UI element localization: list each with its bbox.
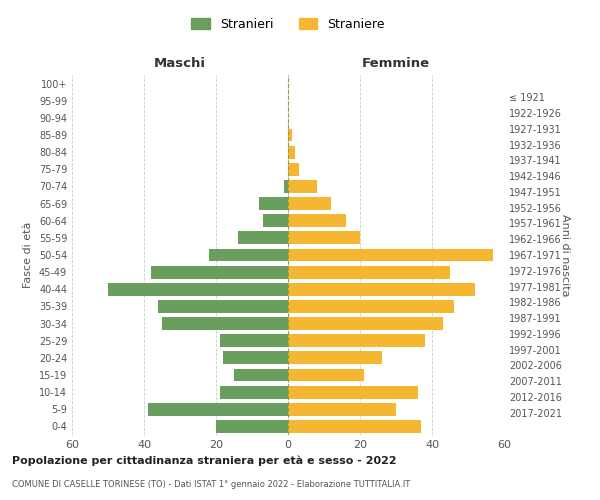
Bar (151, 266, 288, 278)
Legend: Stranieri, Straniere: Stranieri, Straniere (185, 11, 391, 37)
Text: Popolazione per cittadinanza straniera per età e sesso - 2022: Popolazione per cittadinanza straniera p… (12, 455, 397, 466)
Text: Maschi: Maschi (154, 57, 206, 70)
Bar (259, 197, 288, 210)
Bar (220, 386, 288, 398)
Bar (288, 317, 443, 330)
Bar (288, 163, 299, 175)
Bar (216, 420, 288, 433)
Bar (288, 180, 317, 193)
Bar (288, 420, 421, 433)
Bar (288, 248, 493, 262)
Bar (288, 283, 475, 296)
Bar (288, 232, 360, 244)
Y-axis label: Fasce di età: Fasce di età (23, 222, 33, 288)
Bar (288, 128, 292, 141)
Bar (108, 283, 288, 296)
Text: Femmine: Femmine (362, 57, 430, 70)
Bar (263, 214, 288, 227)
Bar (288, 197, 331, 210)
Bar (288, 146, 295, 158)
Bar (238, 232, 288, 244)
Bar (288, 300, 454, 313)
Bar (162, 317, 288, 330)
Bar (288, 352, 382, 364)
Bar (148, 403, 288, 415)
Bar (288, 403, 396, 415)
Bar (288, 266, 450, 278)
Bar (288, 214, 346, 227)
Bar (220, 334, 288, 347)
Bar (288, 368, 364, 382)
Bar (234, 368, 288, 382)
Text: COMUNE DI CASELLE TORINESE (TO) - Dati ISTAT 1° gennaio 2022 - Elaborazione TUTT: COMUNE DI CASELLE TORINESE (TO) - Dati I… (12, 480, 410, 489)
Bar (288, 334, 425, 347)
Bar (209, 248, 288, 262)
Bar (223, 352, 288, 364)
Y-axis label: Anni di nascita: Anni di nascita (560, 214, 570, 296)
Bar (288, 386, 418, 398)
Bar (158, 300, 288, 313)
Bar (284, 180, 288, 193)
